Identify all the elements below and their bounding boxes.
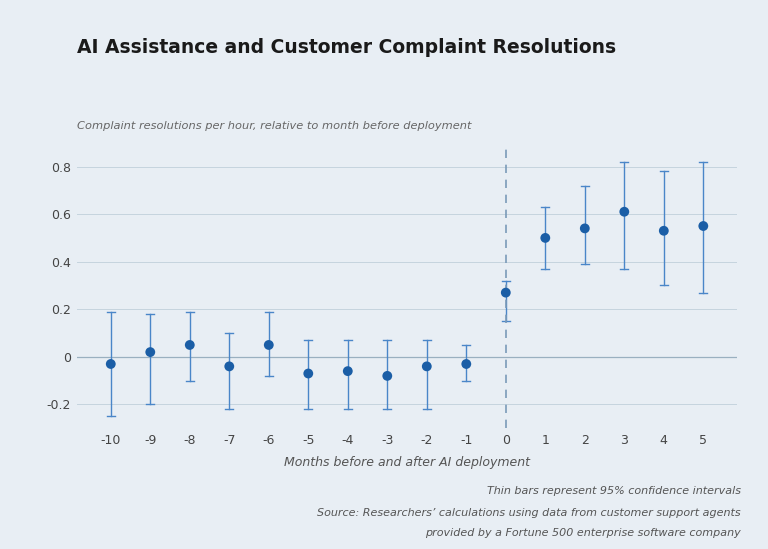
Point — [104, 360, 117, 368]
Point — [539, 233, 551, 242]
Text: provided by a Fortune 500 enterprise software company: provided by a Fortune 500 enterprise sof… — [425, 528, 741, 538]
Point — [381, 372, 393, 380]
Point — [223, 362, 236, 371]
Point — [421, 362, 433, 371]
Text: Thin bars represent 95% confidence intervals: Thin bars represent 95% confidence inter… — [487, 486, 741, 496]
Point — [263, 340, 275, 349]
Point — [144, 348, 157, 356]
X-axis label: Months before and after AI deployment: Months before and after AI deployment — [284, 457, 530, 469]
Point — [657, 226, 670, 235]
Text: Complaint resolutions per hour, relative to month before deployment: Complaint resolutions per hour, relative… — [77, 121, 472, 131]
Point — [460, 360, 472, 368]
Point — [302, 369, 314, 378]
Point — [697, 222, 710, 231]
Point — [618, 208, 631, 216]
Text: Source: Researchers’ calculations using data from customer support agents: Source: Researchers’ calculations using … — [317, 508, 741, 518]
Text: AI Assistance and Customer Complaint Resolutions: AI Assistance and Customer Complaint Res… — [77, 38, 616, 58]
Point — [500, 288, 512, 297]
Point — [342, 367, 354, 376]
Point — [184, 340, 196, 349]
Point — [578, 224, 591, 233]
